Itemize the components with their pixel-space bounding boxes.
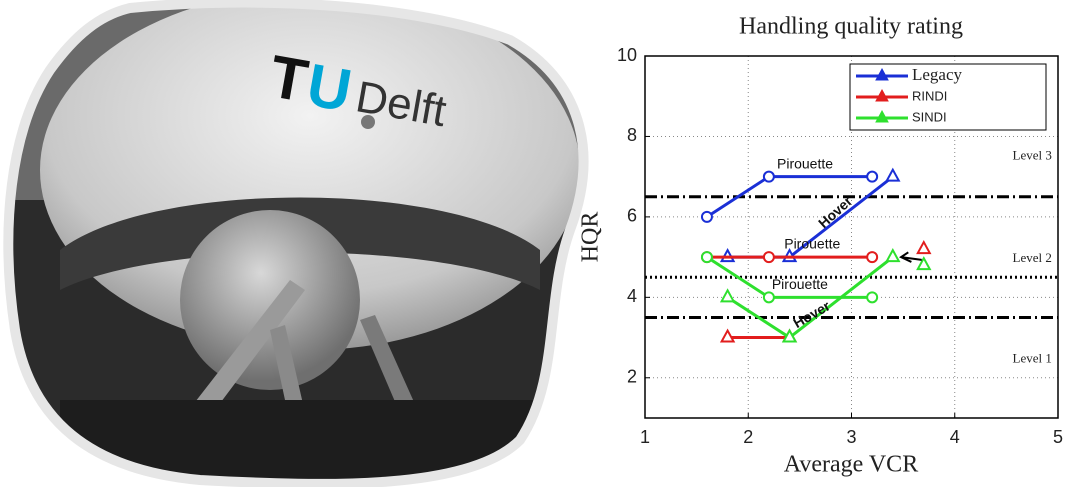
page: T U Delft Handling quality rating Averag… [0,0,1069,487]
legend-marker [876,90,888,101]
marker [887,170,899,181]
marker [784,250,796,261]
marker [722,331,734,342]
marker [764,292,774,302]
marker [702,212,712,222]
x-tick-label: 4 [950,427,960,447]
marker [867,292,877,302]
annotation: Pirouette [772,276,828,292]
y-tick-label: 8 [627,125,637,145]
marker [784,331,796,342]
y-tick-label: 10 [617,45,637,65]
marker [702,252,712,262]
marker [887,250,899,261]
x-tick-label: 5 [1053,427,1063,447]
marker [702,252,712,262]
x-tick-label: 3 [846,427,856,447]
series-line [707,177,872,217]
marker [784,331,796,342]
level-label: Level 2 [1013,250,1052,265]
marker [918,242,930,253]
level-label: Level 1 [1013,351,1052,366]
level-label: Level 3 [1013,148,1052,163]
chart-title: Handling quality rating [739,14,963,40]
plot-area [645,56,1058,418]
marker [764,252,774,262]
legend-box [850,64,1046,130]
series-line [728,249,924,337]
x-tick-label: 2 [743,427,753,447]
y-tick-label: 4 [627,286,637,306]
y-tick-label: 6 [627,206,637,226]
annotation: Hover [815,192,856,231]
marker [918,258,930,269]
annotation: Hover [790,297,833,331]
marker [867,252,877,262]
marker [722,250,734,261]
legend-label: SINDI [912,109,947,124]
arrow [901,252,922,262]
plot-frame [645,56,1058,418]
annotation: Pirouette [777,155,833,171]
marker [722,290,734,301]
series-line [728,177,893,257]
x-axis-label: Average VCR [784,452,918,478]
annotation: Pirouette [784,236,840,252]
simulator-photo: T U Delft [0,0,600,487]
legend-marker [876,111,888,122]
legend-marker [876,69,888,80]
legend-label: Legacy [912,65,963,84]
marker [764,172,774,182]
series-line [707,257,872,297]
series-line [728,257,924,337]
x-tick-label: 1 [640,427,650,447]
legend-label: RINDI [912,88,947,103]
y-tick-label: 2 [627,367,637,387]
marker [867,172,877,182]
